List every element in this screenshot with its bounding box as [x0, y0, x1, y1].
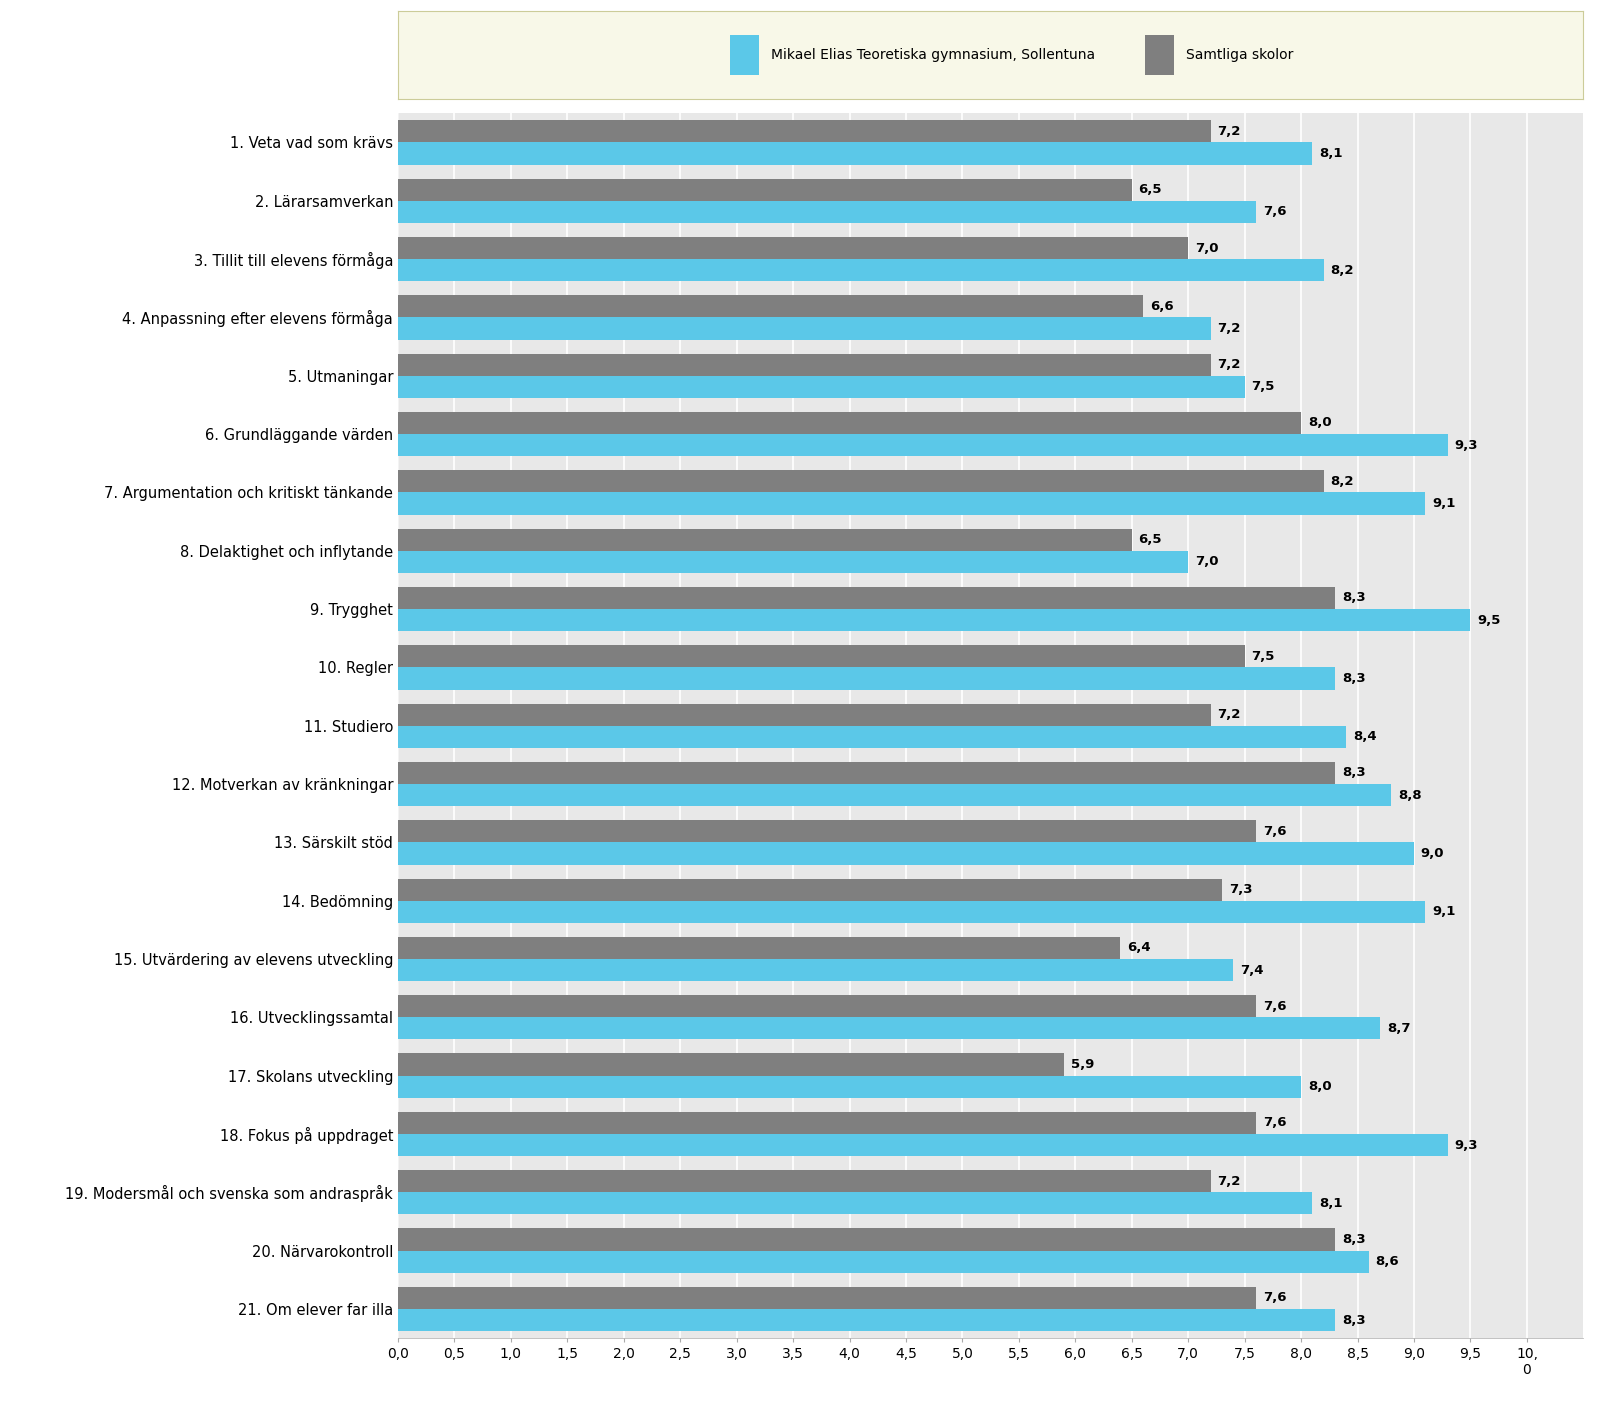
Text: 8,0: 8,0 — [1307, 1080, 1331, 1093]
Text: 7,6: 7,6 — [1263, 824, 1285, 838]
Text: Samtliga skolor: Samtliga skolor — [1185, 48, 1294, 62]
Text: 7,4: 7,4 — [1240, 963, 1263, 977]
Bar — [398, 1250, 1368, 1273]
Bar — [398, 937, 1120, 959]
Bar — [398, 1134, 1448, 1155]
Bar — [398, 646, 1243, 667]
Text: 9,1: 9,1 — [1431, 905, 1454, 918]
Text: 6,6: 6,6 — [1149, 300, 1173, 313]
Text: 8,3: 8,3 — [1341, 1314, 1365, 1327]
Bar — [398, 1192, 1311, 1215]
Bar — [398, 959, 1232, 981]
Text: 8,0: 8,0 — [1307, 416, 1331, 429]
Text: 8,1: 8,1 — [1318, 1197, 1342, 1209]
Bar — [398, 1170, 1211, 1192]
Text: 8,8: 8,8 — [1397, 789, 1422, 801]
Text: 8,3: 8,3 — [1341, 766, 1365, 779]
Bar — [398, 143, 1311, 164]
Bar — [398, 493, 1425, 514]
Text: 8,4: 8,4 — [1352, 731, 1376, 743]
Bar — [398, 878, 1222, 901]
Bar — [398, 586, 1334, 609]
Bar — [398, 1287, 1255, 1308]
Text: 9,1: 9,1 — [1431, 497, 1454, 510]
Text: 8,7: 8,7 — [1386, 1022, 1409, 1035]
Bar — [398, 995, 1255, 1017]
FancyBboxPatch shape — [729, 35, 760, 75]
Bar — [398, 259, 1323, 282]
Bar — [398, 901, 1425, 923]
Text: 7,0: 7,0 — [1195, 242, 1217, 255]
Bar — [398, 1076, 1300, 1097]
Bar — [398, 551, 1188, 573]
Text: 5,9: 5,9 — [1070, 1058, 1094, 1070]
Text: 8,3: 8,3 — [1341, 592, 1365, 605]
Bar — [398, 435, 1448, 456]
Text: 8,3: 8,3 — [1341, 673, 1365, 685]
FancyBboxPatch shape — [1144, 35, 1173, 75]
Bar — [398, 1308, 1334, 1331]
Bar — [398, 317, 1211, 340]
Text: 7,2: 7,2 — [1217, 358, 1240, 371]
Bar — [398, 528, 1131, 551]
Text: 8,6: 8,6 — [1375, 1255, 1399, 1269]
Bar — [398, 725, 1345, 748]
Text: 7,5: 7,5 — [1251, 650, 1274, 663]
Bar — [398, 762, 1334, 784]
Text: 7,2: 7,2 — [1217, 125, 1240, 137]
Text: 7,2: 7,2 — [1217, 1175, 1240, 1188]
Text: 7,3: 7,3 — [1229, 884, 1251, 896]
Bar — [398, 354, 1211, 375]
Text: 8,3: 8,3 — [1341, 1233, 1365, 1246]
Bar — [398, 1017, 1380, 1039]
Bar — [398, 296, 1143, 317]
Bar — [398, 1229, 1334, 1250]
Text: 6,5: 6,5 — [1138, 183, 1162, 197]
Text: 7,6: 7,6 — [1263, 1000, 1285, 1012]
Bar — [398, 236, 1188, 259]
Bar — [398, 820, 1255, 843]
Bar — [398, 784, 1391, 806]
Text: 7,6: 7,6 — [1263, 1116, 1285, 1130]
Text: 8,1: 8,1 — [1318, 147, 1342, 160]
Bar — [398, 1054, 1063, 1076]
Bar — [398, 843, 1414, 865]
Text: 6,4: 6,4 — [1126, 942, 1151, 954]
Text: 9,3: 9,3 — [1454, 439, 1477, 452]
Bar — [398, 178, 1131, 201]
Text: 7,0: 7,0 — [1195, 555, 1217, 568]
Text: 7,2: 7,2 — [1217, 708, 1240, 721]
Text: 7,5: 7,5 — [1251, 381, 1274, 394]
Bar — [398, 375, 1243, 398]
Bar — [398, 667, 1334, 690]
Text: 6,5: 6,5 — [1138, 534, 1162, 547]
Bar — [398, 120, 1211, 143]
Bar — [398, 704, 1211, 726]
Text: 9,0: 9,0 — [1420, 847, 1443, 860]
Bar — [398, 201, 1255, 222]
Text: 7,6: 7,6 — [1263, 1291, 1285, 1304]
Text: 7,2: 7,2 — [1217, 321, 1240, 336]
Text: 9,3: 9,3 — [1454, 1138, 1477, 1151]
Text: 8,2: 8,2 — [1329, 263, 1354, 276]
Bar — [398, 609, 1469, 632]
Text: Mikael Elias Teoretiska gymnasium, Sollentuna: Mikael Elias Teoretiska gymnasium, Solle… — [771, 48, 1096, 62]
Text: 8,2: 8,2 — [1329, 474, 1354, 489]
Bar — [398, 1112, 1255, 1134]
Bar — [398, 412, 1300, 435]
Text: 9,5: 9,5 — [1477, 613, 1500, 627]
Text: 7,6: 7,6 — [1263, 205, 1285, 218]
Bar — [398, 470, 1323, 493]
